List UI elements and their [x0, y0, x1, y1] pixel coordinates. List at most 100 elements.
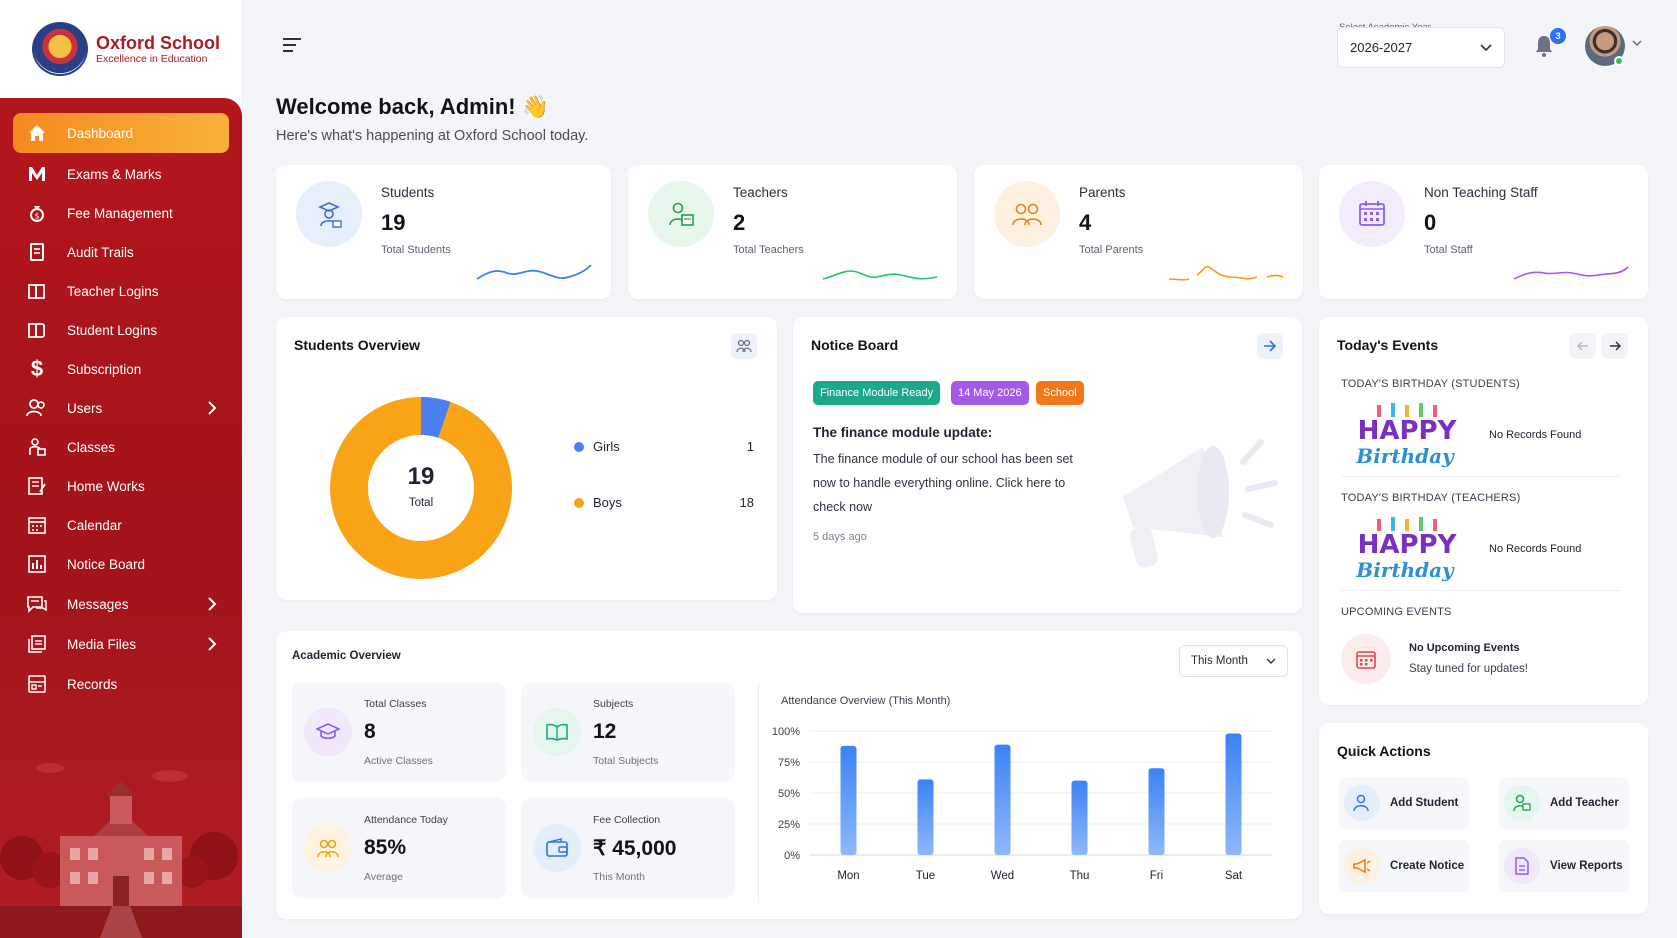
stat-title: Parents	[1079, 185, 1126, 200]
notification-bell-icon[interactable]	[1532, 34, 1556, 58]
tile-title: Attendance Today	[364, 814, 448, 826]
no-records-students: No Records Found	[1489, 429, 1582, 441]
stat-value: 2	[733, 210, 746, 235]
add-teacher-button[interactable]: Add Teacher	[1498, 777, 1630, 829]
academic-overview-card: Academic Overview This Month Total Class…	[276, 631, 1302, 919]
notice-tag[interactable]: Finance Module Ready	[813, 381, 941, 405]
tile-attendance-today[interactable]: Attendance Today 85% Average	[292, 798, 506, 898]
sidebar-item-media-files[interactable]: Media Files	[13, 624, 229, 664]
sidebar-item-label: Teacher Logins	[67, 283, 159, 299]
sidebar-item-label: Dashboard	[67, 125, 134, 141]
tile-title: Fee Collection	[593, 814, 661, 826]
y-tick-label: 25%	[778, 819, 800, 831]
arrow-left-icon	[1577, 341, 1588, 351]
sidebar-item-label: Users	[67, 400, 103, 416]
bar-wed[interactable]	[994, 744, 1011, 855]
add-student-button[interactable]: Add Student	[1338, 777, 1470, 829]
school-logo	[32, 22, 88, 76]
stat-card-teachers[interactable]: Teachers 2 Total Teachers	[628, 165, 957, 299]
stat-card-non-teaching-staff[interactable]: Non Teaching Staff 0 Total Staff	[1319, 165, 1648, 299]
stat-title: Teachers	[733, 185, 788, 200]
notice-category-tag[interactable]: School	[1036, 381, 1084, 405]
stat-title: Non Teaching Staff	[1424, 185, 1538, 200]
tile-value: ₹ 45,000	[593, 837, 677, 860]
sidebar-item-exams[interactable]: Exams & Marks	[13, 154, 229, 194]
legend-dot	[574, 497, 584, 508]
y-tick-label: 50%	[778, 788, 800, 800]
tile-subtitle: Total Subjects	[593, 755, 659, 767]
menu-toggle-icon[interactable]	[282, 37, 302, 53]
sidebar-item-subscription[interactable]: $ Subscription	[13, 349, 229, 389]
megaphone-icon	[1344, 848, 1380, 884]
sidebar-item-dashboard[interactable]: Dashboard	[13, 113, 229, 153]
tile-title: Total Classes	[364, 698, 427, 710]
sidebar-item-messages[interactable]: Messages	[13, 584, 229, 624]
todays-events-card: Today's Events TODAY'S BIRTHDAY (STUDENT…	[1319, 317, 1648, 705]
notice-title[interactable]: The finance module update:	[813, 425, 993, 440]
x-tick-label: Thu	[1070, 870, 1090, 882]
brand-name: Oxford School	[96, 32, 221, 53]
card-title: Today's Events	[1337, 337, 1439, 353]
tile-subtitle: Active Classes	[364, 755, 433, 767]
create-notice-button[interactable]: Create Notice	[1338, 840, 1470, 892]
page-title: Welcome back, Admin! 👋	[276, 94, 550, 119]
happy-birthday-image: HAPPY Birthday	[1355, 517, 1458, 582]
no-upcoming-events: No Upcoming Events	[1409, 642, 1520, 654]
bar-fri[interactable]	[1148, 768, 1165, 855]
tile-total-classes[interactable]: Total Classes 8 Active Classes	[292, 682, 506, 782]
bar-tue[interactable]	[917, 779, 934, 855]
students-group-button[interactable]	[731, 333, 757, 359]
sidebar-item-audit-trails[interactable]: Audit Trails	[13, 232, 229, 272]
sidebar-item-home-works[interactable]: Home Works	[13, 466, 229, 506]
stat-subtitle: Total Students	[381, 244, 451, 256]
dollar-icon: $	[30, 356, 44, 381]
stat-card-students[interactable]: Students 19 Total Students	[276, 165, 611, 299]
calendar-icon	[1341, 634, 1391, 684]
sidebar-item-calendar[interactable]: Calendar	[13, 505, 229, 545]
notice-icon	[25, 552, 49, 576]
bar-mon[interactable]	[840, 745, 857, 855]
notice-body[interactable]: The finance module of our school has bee…	[813, 452, 1073, 514]
sidebar-item-label: Records	[67, 676, 118, 692]
events-next-button[interactable]	[1602, 333, 1628, 359]
online-status-dot	[1614, 56, 1624, 66]
sidebar-item-fee-management[interactable]: $ Fee Management	[13, 193, 229, 233]
sidebar-item-label: Exams & Marks	[67, 166, 162, 182]
x-tick-label: Fri	[1150, 870, 1163, 882]
events-prev-button[interactable]	[1570, 333, 1596, 359]
sidebar-item-student-logins[interactable]: Student Logins	[13, 310, 229, 350]
period-select[interactable]: This Month	[1179, 645, 1288, 677]
home-icon	[25, 121, 49, 145]
chevron-down-icon[interactable]	[1632, 40, 1642, 47]
stat-card-parents[interactable]: Parents 4 Total Parents	[974, 165, 1303, 299]
legend-label: Boys	[593, 495, 622, 510]
tile-value: 12	[593, 720, 617, 743]
tile-subjects[interactable]: Subjects 12 Total Subjects	[521, 682, 735, 782]
bar-thu[interactable]	[1071, 780, 1088, 855]
view-reports-button[interactable]: View Reports	[1498, 840, 1630, 892]
money-bag-icon: $	[25, 201, 49, 225]
sidebar-item-label: Student Logins	[67, 322, 158, 338]
sidebar-item-teacher-logins[interactable]: Teacher Logins	[13, 271, 229, 311]
period-value: This Month	[1191, 655, 1248, 667]
brand[interactable]: Oxford School Excellence in Education	[32, 22, 220, 76]
bar-sat[interactable]	[1225, 733, 1242, 855]
tile-fee-collection[interactable]: Fee Collection ₹ 45,000 This Month	[521, 798, 735, 898]
sidebar-item-records[interactable]: Records	[13, 664, 229, 704]
notice-date-tag[interactable]: 14 May 2026	[951, 381, 1029, 405]
sidebar-item-notice-board[interactable]: Notice Board	[13, 544, 229, 584]
notice-board-open-button[interactable]	[1257, 333, 1283, 359]
chevron-down-icon	[1480, 43, 1492, 51]
attendance-chart-title: Attendance Overview (This Month)	[781, 695, 951, 707]
card-title: Quick Actions	[1337, 743, 1431, 759]
notification-badge: 3	[1550, 28, 1566, 44]
sidebar-item-users[interactable]: Users	[13, 388, 229, 428]
donut-total-label: Total	[408, 497, 434, 509]
birthday-students-label: TODAY'S BIRTHDAY (STUDENTS)	[1341, 378, 1520, 390]
academic-year-value: 2026-2027	[1350, 40, 1413, 55]
sidebar-item-classes[interactable]: Classes	[13, 427, 229, 467]
quick-action-label: Add Student	[1390, 797, 1459, 809]
classes-icon	[25, 435, 49, 459]
academic-year-select[interactable]: 2026-2027	[1337, 27, 1505, 68]
calendar-icon	[1339, 181, 1405, 247]
